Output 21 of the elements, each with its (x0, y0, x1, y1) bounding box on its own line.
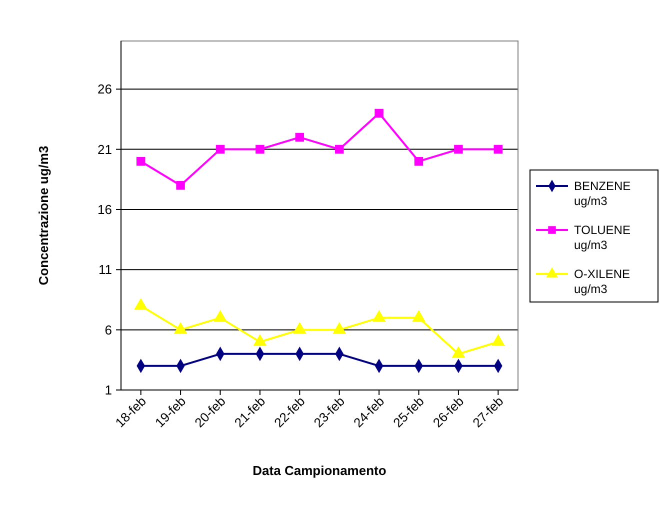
point (334, 144, 344, 154)
y-tick-label: 16 (98, 202, 112, 218)
legend-label: TOLUENE ug/m3 (574, 223, 630, 252)
point (216, 144, 225, 154)
point (374, 108, 384, 118)
legend-label: O-XILENE ug/m3 (574, 267, 630, 296)
point (256, 144, 264, 154)
y-tick-label: 1 (104, 382, 112, 398)
point (494, 144, 503, 154)
y-tick-label: 21 (98, 142, 112, 157)
point (414, 156, 424, 166)
point (454, 144, 463, 154)
y-tick-label: 6 (104, 322, 112, 338)
legend-label: BENZENE ug/m3 (574, 179, 631, 208)
y-axis-title: Concentrazione ug/m3 (36, 146, 51, 286)
point (176, 181, 185, 190)
x-axis-title: Data Campionamento (252, 463, 386, 478)
point (136, 156, 146, 166)
y-tick-label: 11 (98, 262, 112, 278)
y-tick-label: 26 (98, 82, 112, 97)
point (295, 132, 304, 142)
